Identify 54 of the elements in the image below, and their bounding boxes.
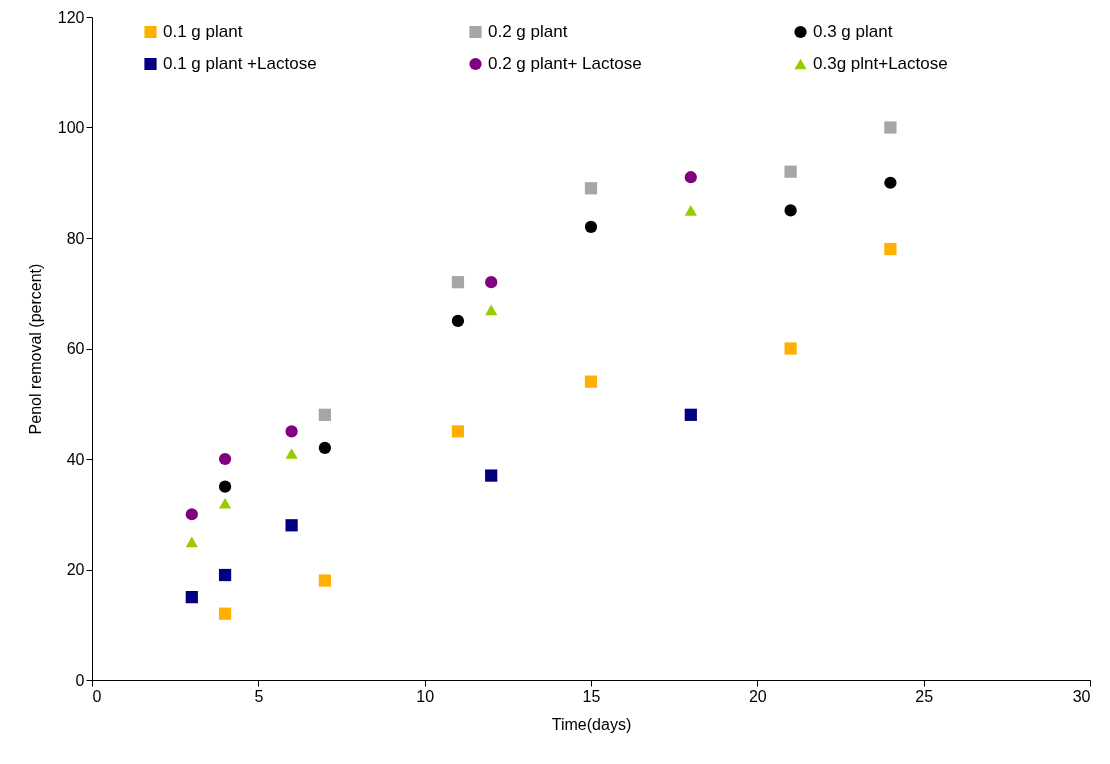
point xyxy=(584,220,598,234)
legend-label: 0.1 g plant xyxy=(163,22,243,41)
x-tick-label: 25 xyxy=(915,687,934,705)
y-tick-label: 80 xyxy=(66,229,85,247)
y-tick-label: 60 xyxy=(66,340,85,357)
point xyxy=(285,448,298,459)
y-axis-title: Penol removal (percent) xyxy=(26,263,44,435)
point xyxy=(218,568,232,582)
point xyxy=(784,342,797,355)
point xyxy=(684,171,697,184)
point xyxy=(884,176,897,189)
y-tick-label: 40 xyxy=(66,450,85,468)
legend-label: 0.1 g plant +Lactose xyxy=(163,54,317,73)
y-tick-label: 120 xyxy=(57,8,85,26)
point xyxy=(884,121,897,134)
point xyxy=(285,519,298,532)
y-tick-label: 0 xyxy=(75,671,85,689)
point xyxy=(318,441,331,455)
y-tick-label: 20 xyxy=(66,561,85,578)
x-tick-label: 10 xyxy=(416,687,435,705)
x-tick-label: 5 xyxy=(254,687,264,705)
point xyxy=(318,574,331,587)
point xyxy=(218,607,232,620)
point xyxy=(318,408,331,421)
legend-label: 0.3g plnt+Lactose xyxy=(813,54,948,73)
point xyxy=(485,469,498,482)
point xyxy=(185,508,198,521)
point xyxy=(451,314,465,327)
point xyxy=(584,182,598,195)
point xyxy=(784,165,797,178)
point xyxy=(784,204,797,217)
point xyxy=(185,536,198,548)
x-tick-label: 20 xyxy=(748,687,767,705)
point xyxy=(218,480,232,493)
point xyxy=(684,408,697,421)
point xyxy=(884,242,897,256)
point xyxy=(485,304,498,316)
x-axis-title: Time(days) xyxy=(551,715,632,733)
point xyxy=(285,425,298,438)
point xyxy=(218,452,232,466)
point xyxy=(185,591,198,604)
point xyxy=(451,276,465,289)
y-tick-label: 100 xyxy=(57,119,85,136)
point xyxy=(684,205,697,216)
point xyxy=(451,425,465,438)
legend-label: 0.2 g plant xyxy=(488,22,568,41)
legend-label: 0.3 g plant xyxy=(813,22,893,41)
x-tick-label: 30 xyxy=(1072,687,1091,705)
legend-label: 0.2 g plant+ Lactose xyxy=(488,54,642,73)
x-tick-label: 0 xyxy=(92,687,102,705)
point xyxy=(218,497,232,509)
point xyxy=(584,375,598,388)
point xyxy=(485,276,498,289)
x-tick-label: 15 xyxy=(582,687,601,705)
